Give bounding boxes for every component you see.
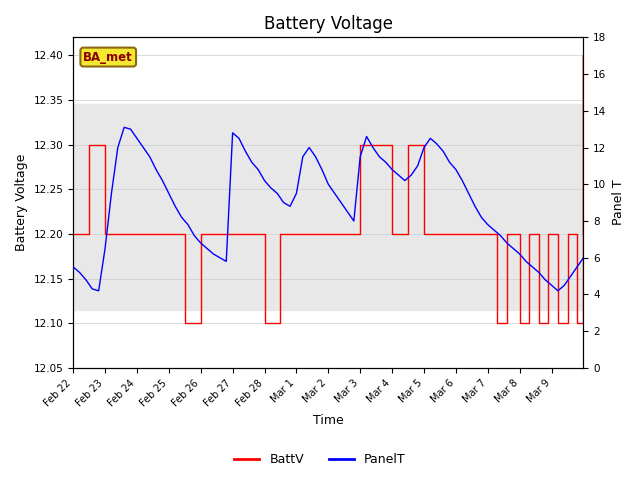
Y-axis label: Panel T: Panel T [612,180,625,226]
Legend: BattV, PanelT: BattV, PanelT [229,448,411,471]
Y-axis label: Battery Voltage: Battery Voltage [15,154,28,252]
Title: Battery Voltage: Battery Voltage [264,15,393,33]
X-axis label: Time: Time [313,414,344,427]
Bar [73,104,584,310]
Text: BA_met: BA_met [83,50,133,63]
